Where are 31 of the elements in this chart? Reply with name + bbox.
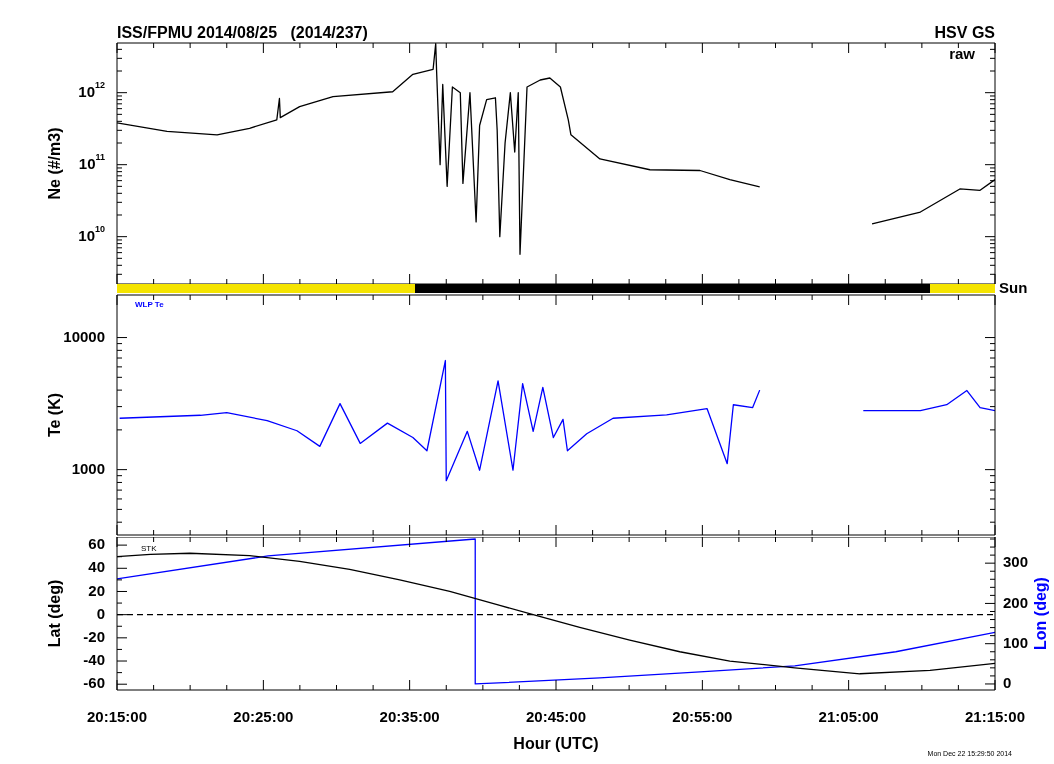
y-axis-title: Te (K) <box>46 392 64 438</box>
y-tick-label: 20 <box>88 581 105 599</box>
y-tick-label: 1000 <box>71 459 106 477</box>
annotation: raw <box>949 45 976 63</box>
x-tick-label: 20:25:00 <box>233 708 294 726</box>
y-tick-label: -40 <box>83 651 106 669</box>
y2-tick-label: 100 <box>1003 633 1029 651</box>
x-tick-label: 20:45:00 <box>525 708 587 726</box>
y-tick-label: -60 <box>83 674 106 692</box>
x-tick-label: 21:05:00 <box>818 708 879 726</box>
text: Sun <box>999 279 1028 297</box>
y2-tick-label: 300 <box>1003 553 1029 571</box>
y2-tick-label: 200 <box>1003 593 1029 611</box>
y-tick-label: 40 <box>88 558 105 576</box>
x-tick-label: 20:35:00 <box>379 708 440 726</box>
y2-tick-label: 0 <box>1003 674 1012 692</box>
x-tick-label: 20:55:00 <box>672 708 733 726</box>
x-tick-label: 21:15:00 <box>964 708 1026 726</box>
annotation: STK <box>140 543 158 553</box>
y-tick-label: -20 <box>83 627 106 645</box>
chart-subtitle: HSV GS <box>934 24 996 41</box>
y-tick-label: 0 <box>96 604 105 622</box>
x-tick-label: 20:15:00 <box>86 708 148 726</box>
y-axis-title: Lat (deg) <box>46 579 64 648</box>
chart-title: ISS/FPMU 2014/08/25 (2014/237) <box>117 24 368 41</box>
x-axis-title: Hour (UTC) <box>513 735 599 753</box>
annotation: WLP Te <box>135 300 165 310</box>
y-tick-label: 60 <box>88 535 105 553</box>
y-axis-title: Ne (#/m3) <box>46 127 64 200</box>
y2-axis-title: Lon (deg) <box>1032 577 1050 650</box>
y-tick-label: 10000 <box>63 327 106 345</box>
